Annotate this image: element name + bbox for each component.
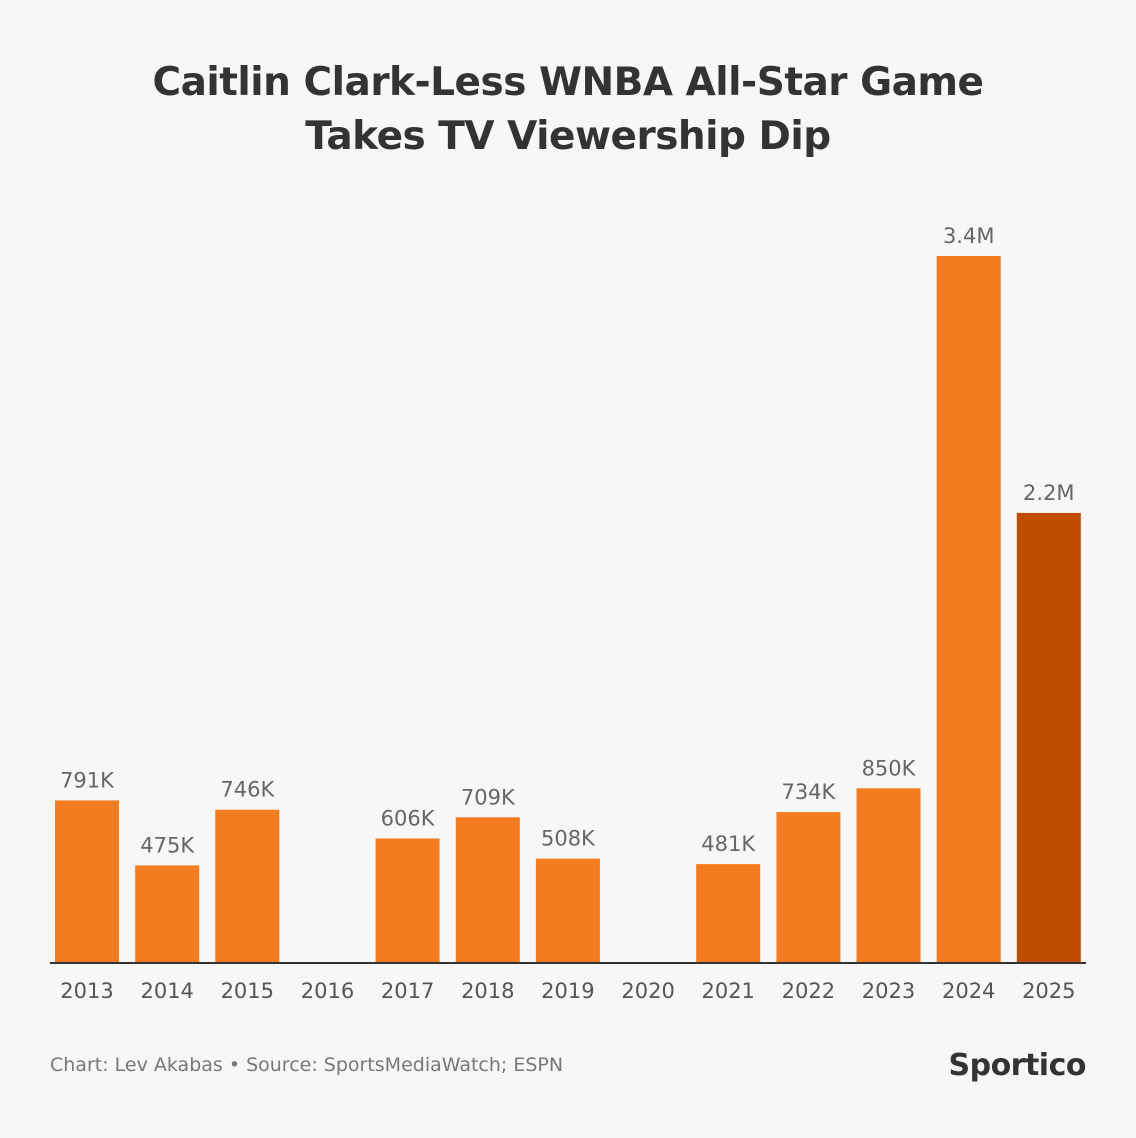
data-label-2021: 481K <box>701 832 756 856</box>
x-tick-label-2020: 2020 <box>621 979 674 1003</box>
x-tick-label-2014: 2014 <box>140 979 193 1003</box>
data-label-2019: 508K <box>541 827 596 851</box>
x-tick-label-2016: 2016 <box>301 979 354 1003</box>
data-label-2017: 606K <box>381 807 436 831</box>
x-tick-label-2013: 2013 <box>60 979 113 1003</box>
bar-2014 <box>135 865 200 963</box>
data-label-2013: 791K <box>60 768 115 792</box>
source-credit: Chart: Lev Akabas • Source: SportsMediaW… <box>50 1054 564 1076</box>
bar-2013 <box>55 800 119 963</box>
x-tick-label-2024: 2024 <box>942 979 995 1003</box>
bar-2017 <box>375 838 440 963</box>
sportico-logo: Sportico <box>948 1048 1086 1083</box>
bar-2022 <box>776 812 841 963</box>
data-label-2015: 746K <box>220 778 275 802</box>
data-label-2018: 709K <box>461 785 516 809</box>
bar-2025 <box>1016 512 1081 963</box>
x-tick-label-2025: 2025 <box>1022 979 1075 1003</box>
bar-2023 <box>856 788 921 963</box>
x-tick-label-2022: 2022 <box>782 979 835 1003</box>
bar-2015 <box>215 809 280 963</box>
bar-2018 <box>455 817 520 963</box>
bar-2019 <box>535 858 600 963</box>
chart-title-line-2: Takes TV Viewership Dip <box>305 114 831 159</box>
data-label-2023: 850K <box>862 756 917 780</box>
data-label-2024: 3.4M <box>943 224 995 248</box>
chart-title-line-1: Caitlin Clark-Less WNBA All-Star Game <box>152 60 984 105</box>
x-tick-label-2023: 2023 <box>862 979 915 1003</box>
x-tick-label-2017: 2017 <box>381 979 434 1003</box>
x-tick-label-2018: 2018 <box>461 979 514 1003</box>
data-label-2025: 2.2M <box>1023 481 1075 505</box>
data-label-2014: 475K <box>140 833 195 857</box>
x-tick-label-2019: 2019 <box>541 979 594 1003</box>
chart-title: Caitlin Clark-Less WNBA All-Star Game Ta… <box>0 56 1136 164</box>
x-tick-label-2015: 2015 <box>221 979 274 1003</box>
x-tick-label-2021: 2021 <box>701 979 754 1003</box>
bar-2024 <box>936 256 1001 963</box>
data-label-2022: 734K <box>781 780 836 804</box>
bar-2021 <box>696 864 761 963</box>
